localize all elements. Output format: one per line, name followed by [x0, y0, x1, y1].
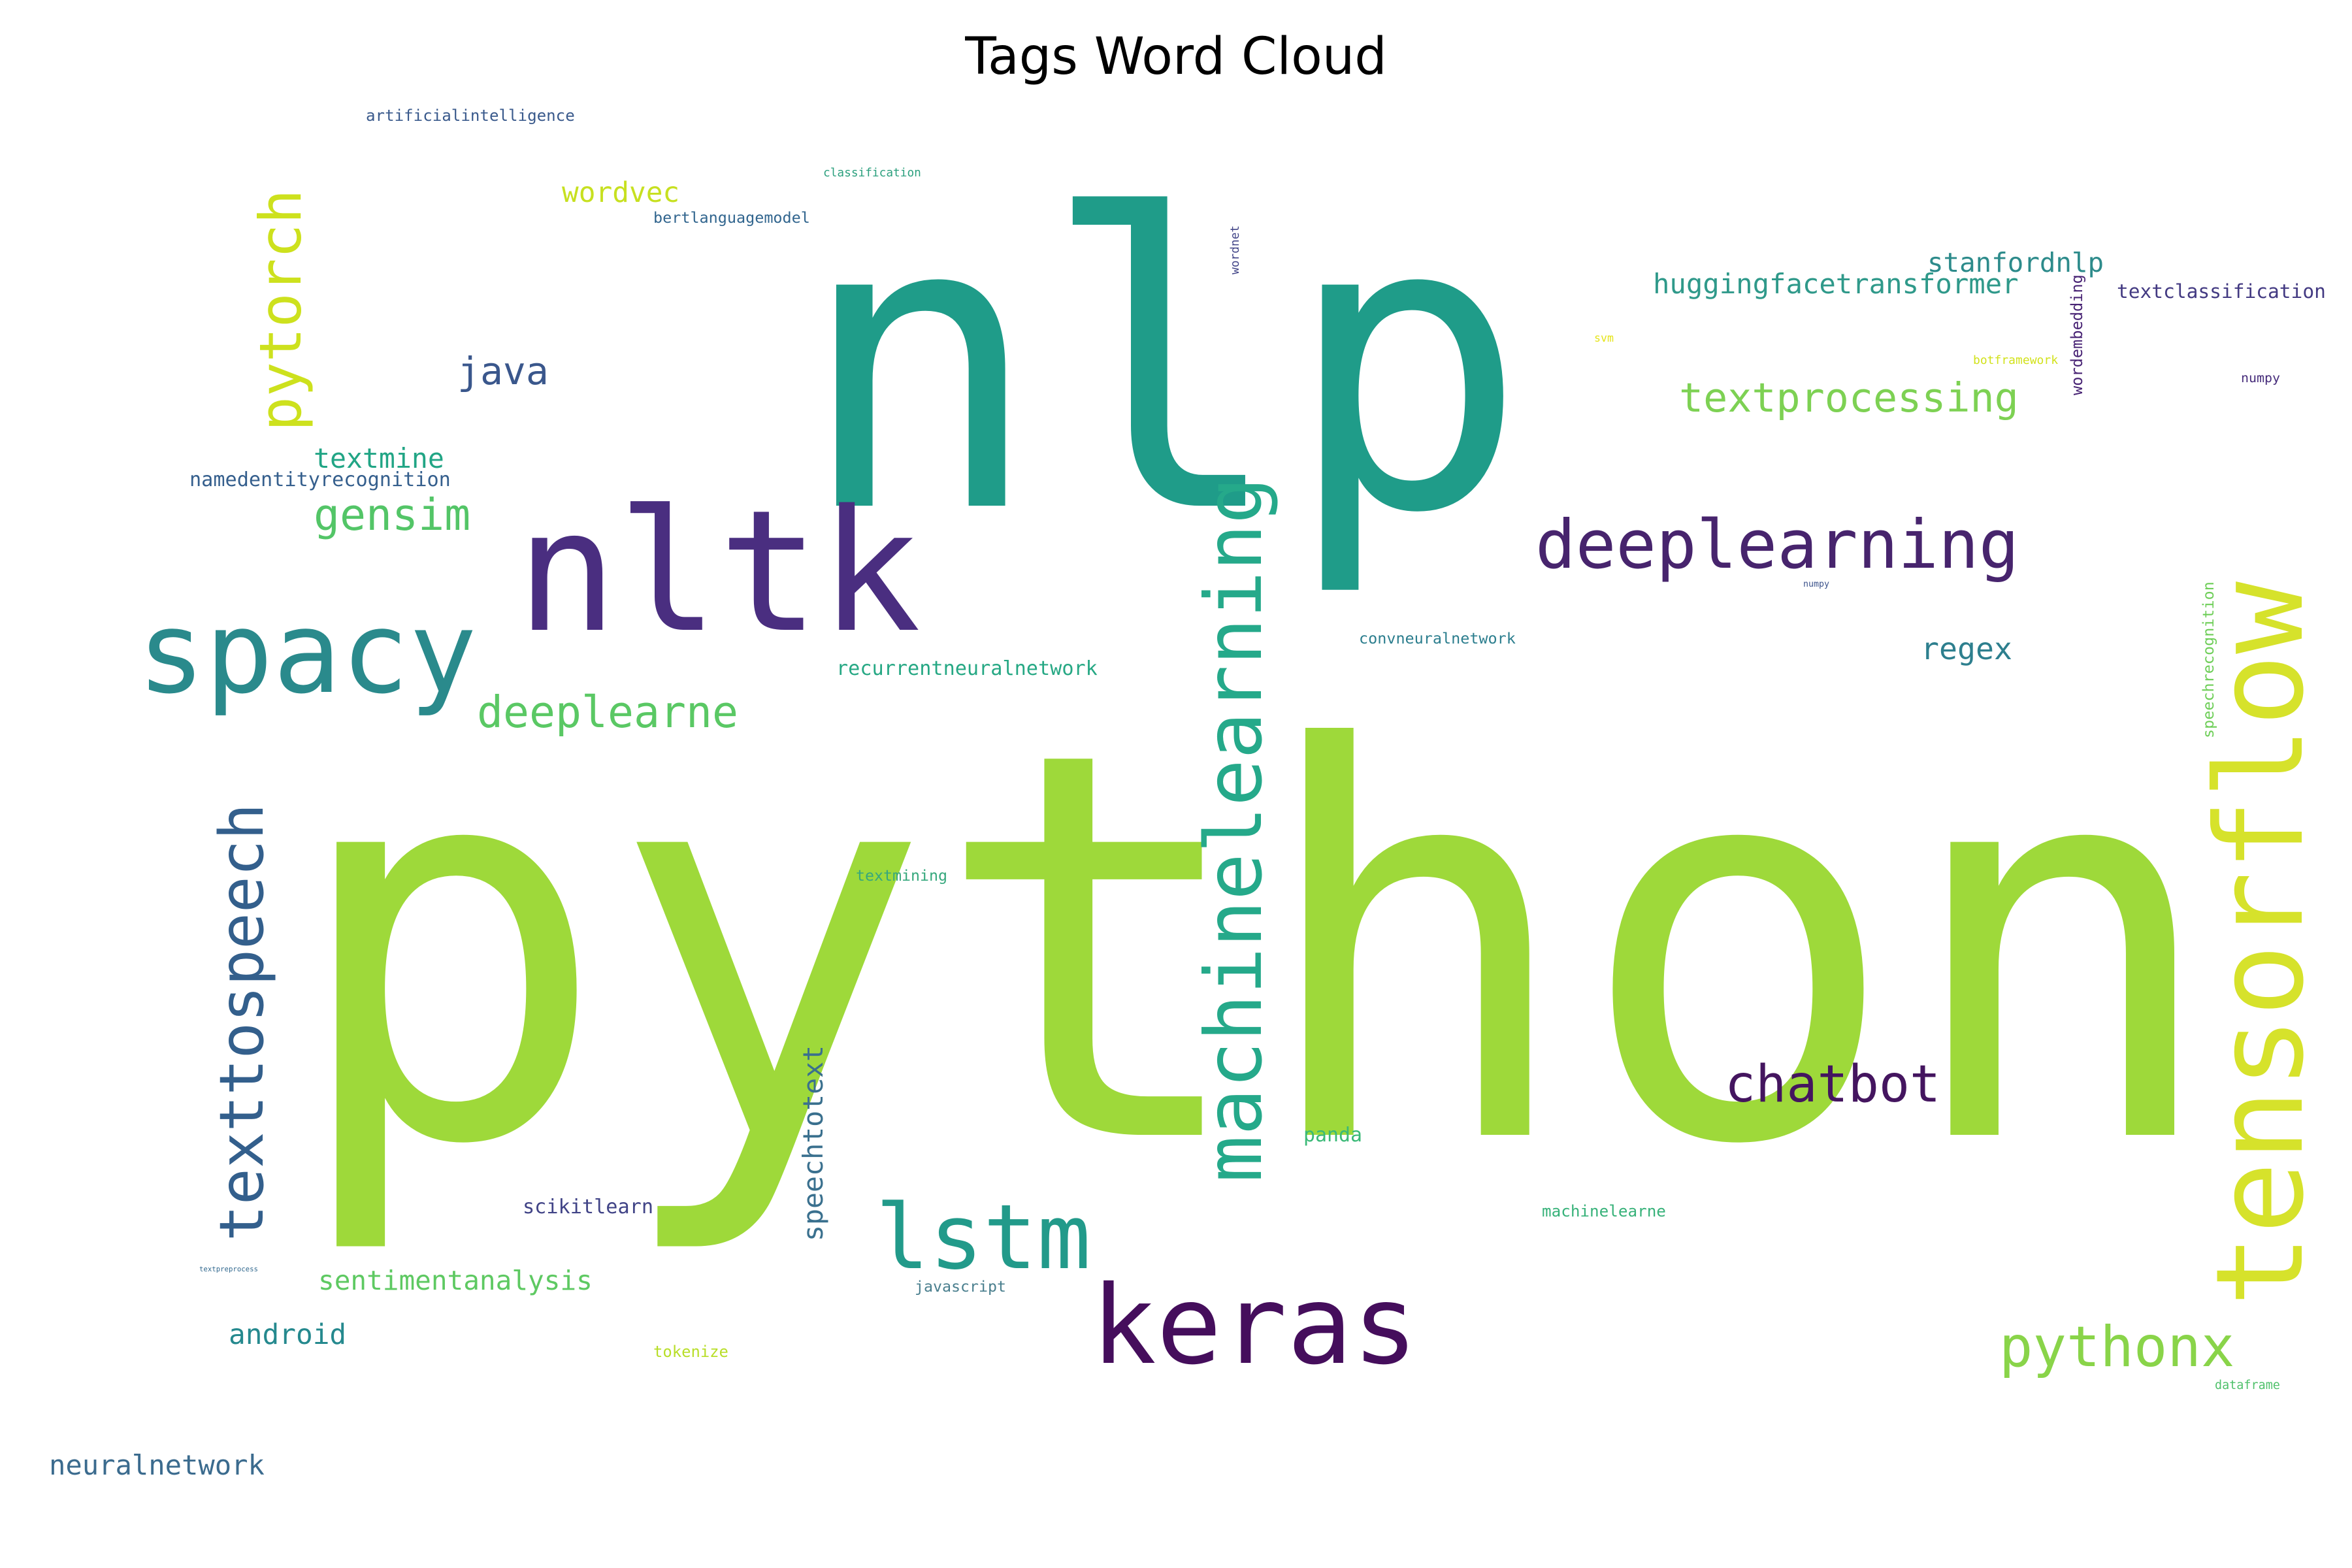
- word-texttospeech: texttospeech: [206, 803, 277, 1241]
- word-textclassification: textclassification: [2117, 280, 2326, 302]
- word-android: android: [229, 1318, 347, 1351]
- word-deeplearning: deeplearning: [1535, 506, 2019, 584]
- word-pytorch: pytorch: [247, 189, 314, 431]
- word-pythonx: pythonx: [1999, 1315, 2235, 1380]
- word-artificialintelligence: artificialintelligence: [366, 106, 575, 125]
- word-textprocessing: textprocessing: [1679, 374, 2019, 421]
- word-javascript: javascript: [915, 1277, 1006, 1296]
- word-textpreprocess: textpreprocess: [199, 1264, 258, 1273]
- word-wordembedding: wordembedding: [2068, 274, 2086, 395]
- word-stanfordnlp: stanfordnlp: [1927, 247, 2104, 278]
- word-speechtotext: speechtotext: [797, 1045, 829, 1241]
- word-spacy: spacy: [137, 587, 478, 719]
- word-huggingfacetransformer: huggingfacetransformer: [1653, 268, 2019, 300]
- word-textmining: textmining: [856, 866, 947, 885]
- word-wordvec: wordvec: [562, 176, 680, 209]
- word-regex: regex: [1921, 630, 2012, 666]
- word-deeplearne: deeplearne: [477, 687, 738, 738]
- word-panda: panda: [1303, 1124, 1362, 1147]
- word-keras: keras: [1091, 1263, 1418, 1389]
- word-sentimentanalysis: sentimentanalysis: [318, 1264, 593, 1296]
- word-java: java: [457, 348, 549, 393]
- word-numpy: numpy: [2241, 370, 2280, 385]
- word-recurrentneuralnetwork: recurrentneuralnetwork: [836, 657, 1098, 680]
- word-convneuralnetwork: convneuralnetwork: [1359, 629, 1516, 647]
- word-namedentityrecognition: namedentityrecognition: [189, 468, 451, 491]
- word-neuralnetwork: neuralnetwork: [49, 1449, 265, 1481]
- word-wordnet: wordnet: [1228, 225, 1242, 274]
- word-gensim: gensim: [314, 489, 471, 540]
- word-textmine: textmine: [314, 442, 444, 474]
- word-tensorflow: tensorflow: [2191, 581, 2330, 1307]
- word-classification: classification: [823, 166, 921, 180]
- word-botframework: botframework: [1973, 353, 2059, 367]
- word-tokenize: tokenize: [653, 1343, 728, 1361]
- word-machinelearne: machinelearne: [1542, 1201, 1666, 1220]
- word-scikitlearn: scikitlearn: [523, 1196, 654, 1218]
- word-python: python: [287, 638, 2222, 1262]
- word-dataframe: dataframe: [2215, 1379, 2280, 1392]
- word-speechrecognition: speechrecognition: [2198, 581, 2217, 738]
- chart-title: Tags Word Cloud: [965, 27, 1387, 86]
- word-chatbot: chatbot: [1725, 1054, 1941, 1114]
- word-numpy: numpy: [1803, 579, 1829, 589]
- word-bertlanguagemodel: bertlanguagemodel: [653, 208, 810, 227]
- word-svm: svm: [1594, 331, 1614, 344]
- word-machinelearning: machinelearning: [1189, 476, 1280, 1183]
- word-lstm: lstm: [875, 1185, 1091, 1290]
- word-nltk: nltk: [516, 473, 921, 670]
- word-nlp: nlp: [798, 130, 1528, 601]
